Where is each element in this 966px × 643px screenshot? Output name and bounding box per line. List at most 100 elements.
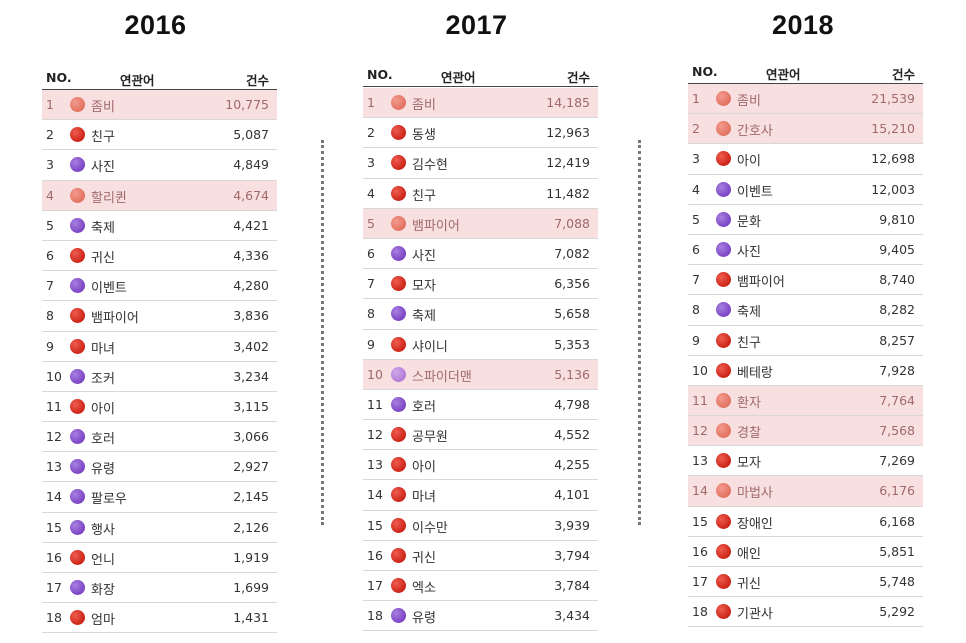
related-term: 뱀파이어 <box>737 275 785 291</box>
term-count: 7,269 <box>879 453 915 469</box>
term-count: 11,482 <box>546 185 590 201</box>
rank-number: 9 <box>692 332 700 348</box>
red-dot-icon <box>391 155 406 171</box>
red-dot-icon <box>716 332 731 348</box>
related-term: 뱀파이어 <box>412 218 460 234</box>
red-dot-icon <box>391 276 406 292</box>
red-dot-icon <box>716 151 731 167</box>
rank-number: 3 <box>692 151 700 167</box>
rank-number: 6 <box>367 245 375 261</box>
term-count: 14,185 <box>546 95 590 110</box>
red-dot-icon <box>70 610 85 626</box>
table-row: 13 아이 4,255 <box>363 450 598 481</box>
rank-number: 11 <box>46 398 62 414</box>
rank-number: 16 <box>692 543 708 559</box>
term-count: 5,087 <box>233 127 269 143</box>
red-dot-icon <box>716 362 731 378</box>
rank-number: 5 <box>46 217 54 233</box>
related-term: 경찰 <box>737 426 761 442</box>
dotted-divider <box>321 140 324 525</box>
table-row: 15 행사 2,126 <box>42 513 277 543</box>
related-term: 귀신 <box>737 577 761 592</box>
table-row: 1 좀비 21,539 <box>688 84 923 115</box>
table-row: 15 이수만 3,939 <box>363 511 598 541</box>
red-dot-icon <box>391 95 406 110</box>
rank-number: 14 <box>367 487 383 503</box>
term-count: 3,066 <box>233 429 269 445</box>
rank-number: 1 <box>367 95 375 110</box>
purple-dot-icon <box>716 211 731 227</box>
rank-number: 7 <box>367 276 375 292</box>
rank-number: 17 <box>46 580 62 595</box>
red-dot-icon <box>70 398 85 414</box>
table-row: 14 팔로우 2,145 <box>42 482 277 513</box>
term-count: 3,784 <box>554 578 590 593</box>
term-count: 12,419 <box>546 155 590 171</box>
red-dot-icon <box>716 604 731 620</box>
related-term: 마법사 <box>737 486 773 502</box>
table-row: 4 친구 11,482 <box>363 179 598 209</box>
table-row: 18 기관사 5,292 <box>688 597 923 628</box>
table-row: 13 유령 2,927 <box>42 452 277 483</box>
table-row: 7 뱀파이어 8,740 <box>688 265 923 296</box>
term-count: 10,775 <box>225 97 269 112</box>
rank-number: 13 <box>46 459 62 475</box>
term-count: 4,552 <box>554 427 590 443</box>
red-dot-icon <box>391 215 406 231</box>
term-count: 12,698 <box>871 151 915 167</box>
term-count: 3,434 <box>554 608 590 624</box>
rank-number: 14 <box>692 483 708 499</box>
term-count: 4,280 <box>233 278 269 294</box>
header-related: 연관어 <box>441 70 476 85</box>
table-header: NO. 연관어 건수 <box>363 61 598 87</box>
table-row: 4 이벤트 12,003 <box>688 175 923 205</box>
related-term: 마녀 <box>91 341 115 357</box>
related-term: 행사 <box>91 522 115 538</box>
related-term: 화장 <box>91 583 115 598</box>
term-count: 5,851 <box>879 543 915 559</box>
rank-number: 1 <box>692 91 700 106</box>
table-row: 1 좀비 14,185 <box>363 88 598 119</box>
table-row: 17 화장 1,699 <box>42 573 277 604</box>
rank-number: 12 <box>692 423 708 439</box>
table-row: 9 샤이니 5,353 <box>363 330 598 360</box>
term-count: 3,794 <box>554 547 590 563</box>
term-count: 3,836 <box>233 308 269 324</box>
term-count: 5,658 <box>554 306 590 322</box>
term-count: 4,101 <box>554 487 590 503</box>
related-term: 애인 <box>737 546 761 562</box>
table-row: 13 모자 7,269 <box>688 446 923 477</box>
related-term: 이벤트 <box>91 281 127 297</box>
rank-number: 8 <box>46 308 54 324</box>
purple-dot-icon <box>70 519 85 535</box>
term-count: 3,234 <box>233 368 269 384</box>
purple-dot-icon <box>70 459 85 475</box>
red-dot-icon <box>70 308 85 324</box>
table-row: 12 호러 3,066 <box>42 422 277 453</box>
rank-number: 18 <box>692 604 708 620</box>
red-dot-icon <box>391 457 406 473</box>
rank-number: 8 <box>692 302 700 318</box>
red-dot-icon <box>716 121 731 137</box>
red-dot-icon <box>70 97 85 112</box>
table-row: 16 언니 1,919 <box>42 543 277 573</box>
table-row: 7 모자 6,356 <box>363 269 598 300</box>
related-term: 환자 <box>737 395 761 411</box>
red-dot-icon <box>716 453 731 469</box>
related-term: 김수현 <box>412 158 448 174</box>
table-row: 2 동생 12,963 <box>363 118 598 149</box>
rank-number: 6 <box>692 241 700 257</box>
related-term: 아이 <box>737 154 761 170</box>
term-count: 21,539 <box>871 91 915 106</box>
red-dot-icon <box>70 127 85 143</box>
purple-dot-icon <box>716 241 731 257</box>
related-term: 마녀 <box>412 490 436 506</box>
related-term: 친구 <box>91 130 115 146</box>
red-dot-icon <box>391 185 406 201</box>
rank-number: 3 <box>367 155 375 171</box>
related-term: 문화 <box>737 214 761 230</box>
table-row: 17 귀신 5,748 <box>688 567 923 598</box>
rank-number: 16 <box>367 547 383 563</box>
table-row: 8 뱀파이어 3,836 <box>42 301 277 332</box>
related-term: 친구 <box>737 335 761 351</box>
